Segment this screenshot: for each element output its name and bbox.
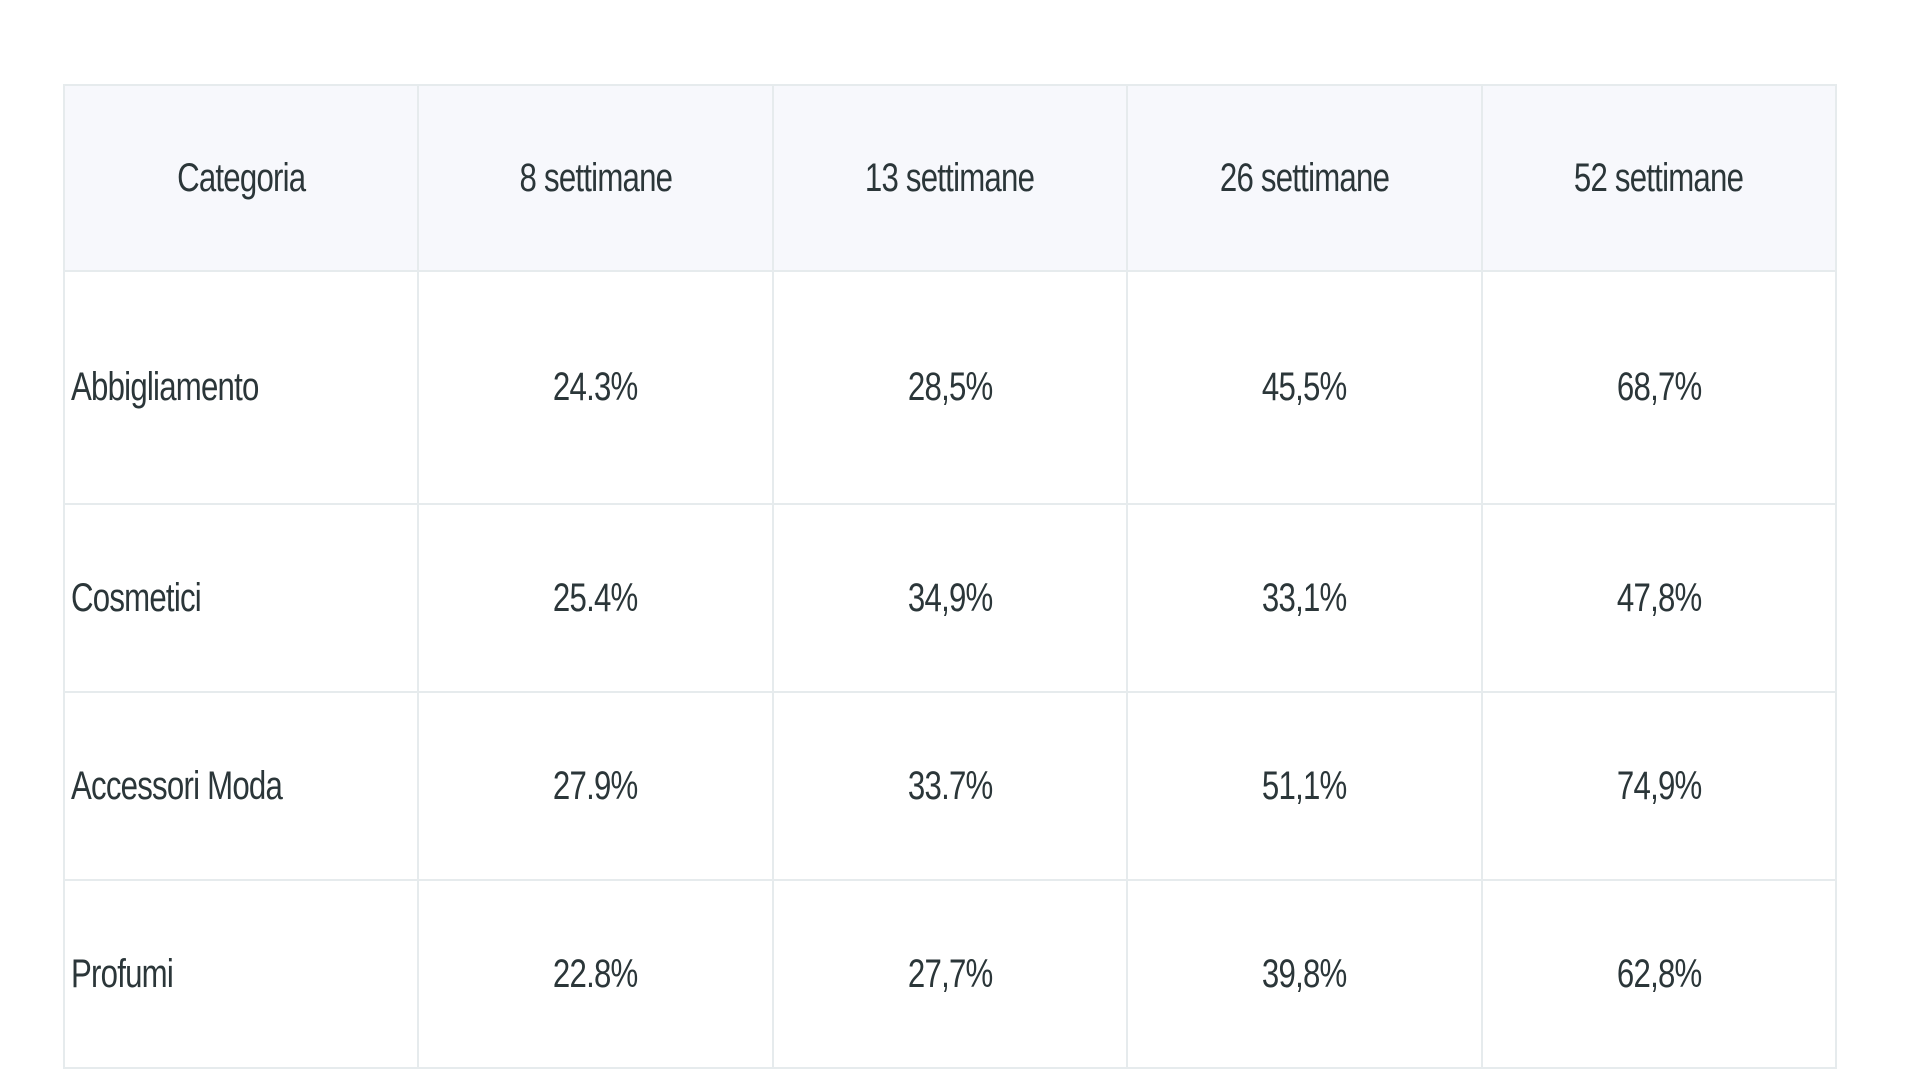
- cell-category: Cosmetici: [62, 503, 420, 693]
- cell-value: 62,8%: [1480, 879, 1838, 1069]
- cell-category: Accessori Moda: [62, 691, 420, 881]
- retention-table: Categoria 8 settimane 13 settimane 26 se…: [62, 84, 1838, 1069]
- header-13-settimane: 13 settimane: [771, 84, 1129, 272]
- cell-value: 34,9%: [771, 503, 1129, 693]
- header-8-settimane: 8 settimane: [417, 84, 774, 272]
- cell-value: 45,5%: [1126, 270, 1483, 505]
- cell-value: 28,5%: [771, 270, 1129, 505]
- cell-value: 33.7%: [771, 691, 1129, 881]
- cell-value: 47,8%: [1480, 503, 1838, 693]
- cell-value: 33,1%: [1126, 503, 1483, 693]
- header-categoria: Categoria: [62, 84, 420, 272]
- cell-category: Abbigliamento: [62, 270, 420, 505]
- cell-value: 27.9%: [417, 691, 774, 881]
- cell-value: 27,7%: [771, 879, 1129, 1069]
- cell-value: 22.8%: [417, 879, 774, 1069]
- table-row: Abbigliamento 24.3% 28,5% 45,5% 68,7%: [62, 270, 1838, 505]
- cell-value: 68,7%: [1480, 270, 1838, 505]
- cell-value: 51,1%: [1126, 691, 1483, 881]
- table-header-row: Categoria 8 settimane 13 settimane 26 se…: [62, 84, 1838, 272]
- data-table-container: Categoria 8 settimane 13 settimane 26 se…: [62, 84, 1838, 1069]
- header-52-settimane: 52 settimane: [1480, 84, 1838, 272]
- table-row: Profumi 22.8% 27,7% 39,8% 62,8%: [62, 879, 1838, 1069]
- header-26-settimane: 26 settimane: [1126, 84, 1483, 272]
- cell-value: 25.4%: [417, 503, 774, 693]
- cell-value: 39,8%: [1126, 879, 1483, 1069]
- table-row: Accessori Moda 27.9% 33.7% 51,1% 74,9%: [62, 691, 1838, 881]
- cell-category: Profumi: [62, 879, 420, 1069]
- cell-value: 74,9%: [1480, 691, 1838, 881]
- table-row: Cosmetici 25.4% 34,9% 33,1% 47,8%: [62, 503, 1838, 693]
- cell-value: 24.3%: [417, 270, 774, 505]
